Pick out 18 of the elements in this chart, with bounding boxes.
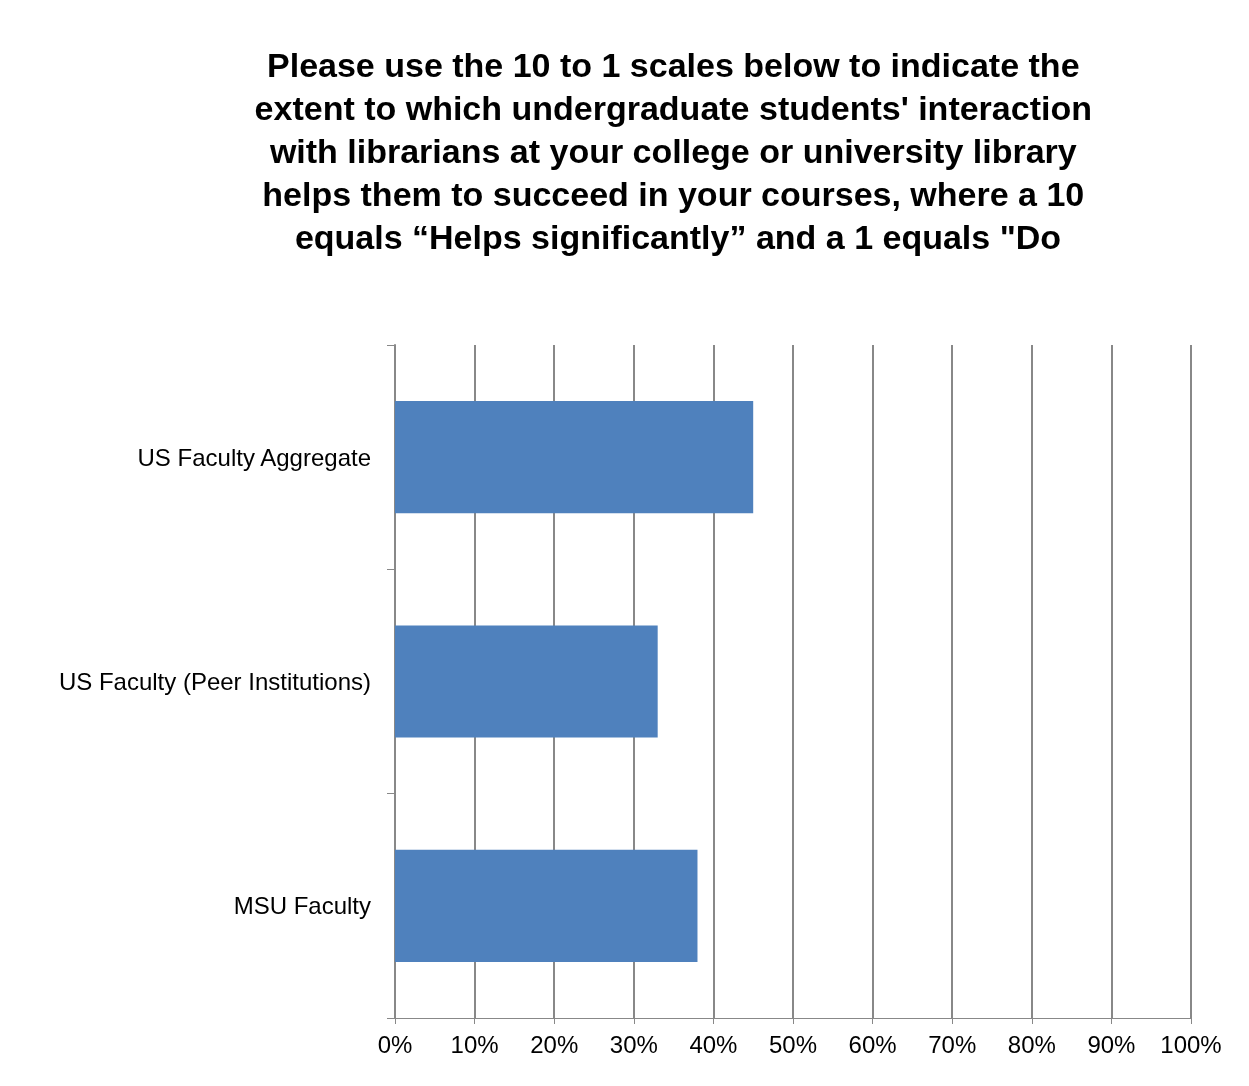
x-tick-label: 50% bbox=[768, 1030, 818, 1058]
x-tick-label: 30% bbox=[609, 1030, 658, 1058]
x-tick-label: 60% bbox=[848, 1030, 897, 1058]
y-tick-label: MSU Faculty bbox=[233, 892, 371, 920]
x-tick-label: 100% bbox=[1160, 1030, 1222, 1058]
x-tick-label: 0% bbox=[377, 1030, 413, 1058]
bar bbox=[395, 401, 754, 514]
x-tick-label: 20% bbox=[530, 1030, 579, 1058]
y-tick-label: US Faculty Aggregate bbox=[137, 443, 371, 471]
x-tick-label: 40% bbox=[689, 1030, 738, 1058]
bar bbox=[395, 849, 698, 962]
bar bbox=[395, 625, 658, 738]
x-tick-label: 70% bbox=[928, 1030, 977, 1058]
x-tick-label: 80% bbox=[1007, 1030, 1056, 1058]
x-tick-label: 10% bbox=[450, 1030, 499, 1058]
chart-title: Please use the 10 to 1 scales below to indicate the extent to which undergraduate students' interaction with librarians at your college or university library helps them to succeed in your courses, where a 10 equals “Helps significantly” and a 1 equals "Do bbox=[254, 45, 1102, 256]
y-tick-label: US Faculty (Peer Institutions) bbox=[58, 668, 371, 695]
x-tick-label: 90% bbox=[1087, 1030, 1136, 1058]
